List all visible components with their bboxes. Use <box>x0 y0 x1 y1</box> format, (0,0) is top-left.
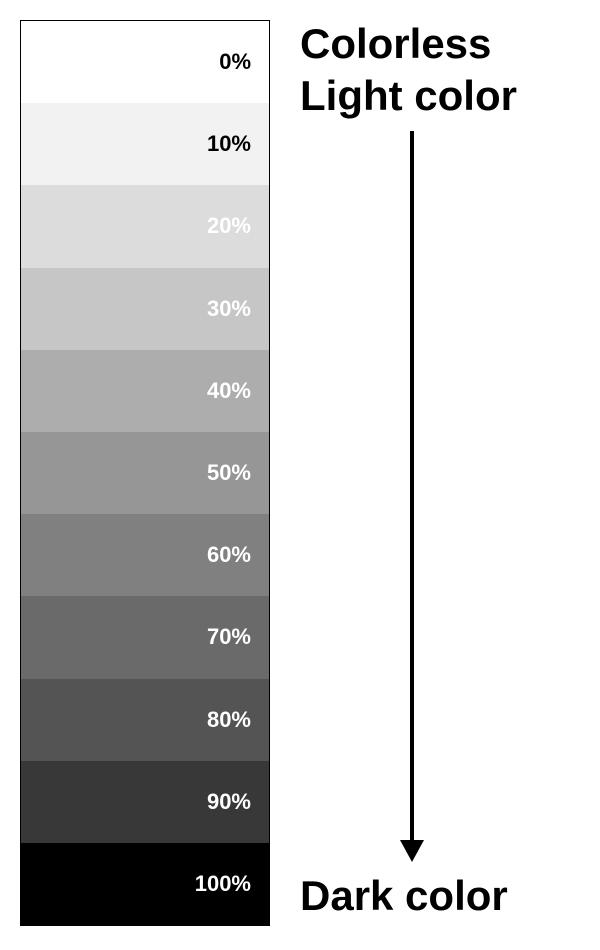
label-colorless: Colorless <box>300 20 600 68</box>
label-dark-color: Dark color <box>300 872 600 930</box>
swatch-label: 40% <box>207 378 251 404</box>
swatch-label: 0% <box>219 49 251 75</box>
swatch-50: 50% <box>21 432 269 514</box>
swatch-label: 100% <box>195 871 251 897</box>
arrow-head-icon <box>400 840 424 862</box>
arrow-line <box>410 131 414 842</box>
grayscale-swatch-column: 0% 10% 20% 30% 40% 50% 60% 70% 80% 90% 1… <box>20 20 270 926</box>
swatch-label: 30% <box>207 296 251 322</box>
swatch-0: 0% <box>21 21 269 103</box>
swatch-90: 90% <box>21 761 269 843</box>
swatch-label: 90% <box>207 789 251 815</box>
swatch-label: 70% <box>207 624 251 650</box>
swatch-70: 70% <box>21 596 269 678</box>
swatch-20: 20% <box>21 185 269 267</box>
swatch-label: 50% <box>207 460 251 486</box>
swatch-label: 80% <box>207 707 251 733</box>
swatch-60: 60% <box>21 514 269 596</box>
swatch-10: 10% <box>21 103 269 185</box>
swatch-40: 40% <box>21 350 269 432</box>
swatch-30: 30% <box>21 268 269 350</box>
labels-column: Colorless Light color Dark color <box>270 20 600 930</box>
swatch-label: 60% <box>207 542 251 568</box>
label-light-color: Light color <box>300 72 600 120</box>
swatch-label: 20% <box>207 213 251 239</box>
swatch-100: 100% <box>21 843 269 925</box>
swatch-80: 80% <box>21 679 269 761</box>
swatch-label: 10% <box>207 131 251 157</box>
top-labels-group: Colorless Light color <box>300 20 600 121</box>
direction-arrow <box>300 131 600 862</box>
